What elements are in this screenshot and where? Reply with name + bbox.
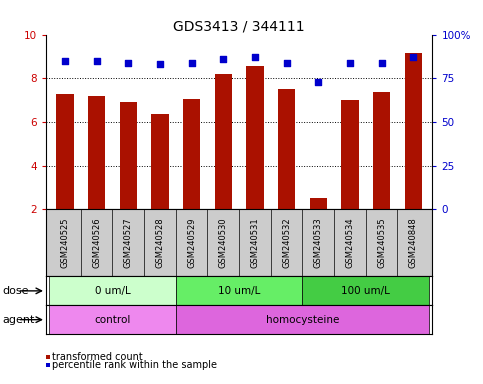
Bar [151, 114, 169, 209]
Point [283, 60, 290, 66]
Bar [310, 199, 327, 209]
Point [314, 79, 322, 85]
Bar [302, 276, 429, 305]
Text: 0 um/L: 0 um/L [95, 286, 130, 296]
Text: GSM240533: GSM240533 [314, 217, 323, 268]
Text: GSM240532: GSM240532 [282, 218, 291, 268]
Point [124, 60, 132, 66]
Title: GDS3413 / 344111: GDS3413 / 344111 [173, 20, 305, 33]
Text: control: control [94, 314, 130, 325]
Bar [119, 102, 137, 209]
Bar [246, 66, 264, 209]
Bar [49, 276, 176, 305]
Text: GSM240525: GSM240525 [60, 218, 70, 268]
Bar [56, 94, 73, 209]
Bar [88, 96, 105, 209]
Text: 10 um/L: 10 um/L [218, 286, 260, 296]
Text: GSM240530: GSM240530 [219, 218, 228, 268]
Text: homocysteine: homocysteine [266, 314, 339, 325]
Text: GSM240534: GSM240534 [345, 218, 355, 268]
Bar [183, 99, 200, 209]
Point [346, 60, 354, 66]
Text: GSM240528: GSM240528 [156, 218, 164, 268]
Bar [49, 305, 176, 334]
Bar [341, 100, 359, 209]
Text: GSM240535: GSM240535 [377, 218, 386, 268]
Point [188, 60, 196, 66]
Bar [176, 305, 429, 334]
Bar [405, 53, 422, 209]
Point [156, 61, 164, 67]
Text: GSM240527: GSM240527 [124, 218, 133, 268]
Point [93, 58, 100, 64]
Point [410, 54, 417, 60]
Bar [176, 276, 302, 305]
Text: percentile rank within the sample: percentile rank within the sample [52, 360, 217, 370]
Text: 100 um/L: 100 um/L [341, 286, 390, 296]
Point [251, 54, 259, 60]
Text: GSM240531: GSM240531 [250, 218, 259, 268]
Point [61, 58, 69, 64]
Text: GSM240848: GSM240848 [409, 217, 418, 268]
Text: dose: dose [2, 286, 29, 296]
Text: agent: agent [2, 314, 35, 325]
Text: GSM240526: GSM240526 [92, 218, 101, 268]
Bar [214, 74, 232, 209]
Bar [373, 93, 390, 209]
Text: transformed count: transformed count [52, 352, 142, 362]
Point [219, 56, 227, 62]
Text: GSM240529: GSM240529 [187, 218, 196, 268]
Point [378, 60, 385, 66]
Bar [278, 89, 295, 209]
